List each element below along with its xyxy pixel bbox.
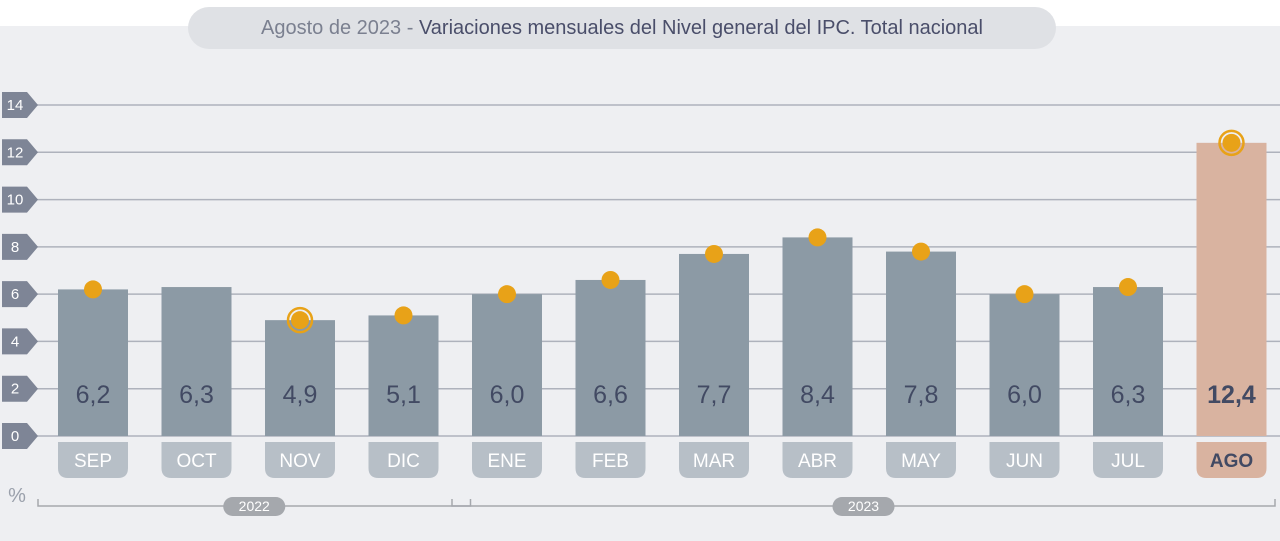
bar-value-label: 7,7 — [697, 381, 732, 409]
month-badge — [472, 442, 542, 478]
year-badge — [832, 497, 895, 516]
marker-dot — [84, 280, 102, 299]
marker-dot — [394, 306, 413, 325]
bar-value-label: 8,4 — [800, 381, 835, 409]
y-tick-label: 4 — [11, 333, 19, 350]
month-label: ABR — [798, 451, 837, 472]
month-label: MAR — [693, 451, 735, 472]
bar — [782, 237, 853, 436]
bar-value-label: 6,0 — [1007, 381, 1042, 409]
bar — [1196, 142, 1267, 437]
y-tick-badge — [2, 233, 38, 260]
month-badge — [782, 442, 853, 478]
y-tick-label: 12 — [7, 144, 24, 161]
bar — [472, 294, 542, 436]
bar-value-label: 7,8 — [904, 381, 939, 409]
y-tick-badge — [2, 328, 38, 355]
month-label: NOV — [279, 451, 321, 472]
marker-dot — [808, 228, 827, 247]
year-label: 2022 — [239, 498, 270, 514]
marker-layer — [84, 129, 1245, 334]
month-badge — [575, 442, 646, 478]
bar-value-label: 4,9 — [283, 381, 318, 409]
y-tick-label: 2 — [11, 381, 19, 398]
y-tick-label: 8 — [11, 239, 19, 256]
month-badge — [58, 442, 128, 478]
y-tick-label: 10 — [7, 192, 24, 209]
bar-value-label: 6,6 — [593, 381, 628, 409]
marker-dot — [1015, 285, 1034, 304]
y-tick-label: 0 — [11, 428, 19, 445]
bar-value-label: 12,4 — [1207, 381, 1256, 409]
y-tick-badge — [2, 139, 38, 166]
chart-title: Agosto de 2023 - Variaciones mensuales d… — [188, 7, 1056, 49]
bar-value-label: 6,2 — [76, 381, 111, 409]
month-label: JUN — [1006, 451, 1043, 472]
marker-dot — [1119, 278, 1137, 297]
marker-dot — [1222, 133, 1241, 152]
marker-dot — [291, 311, 309, 330]
month-badge — [679, 442, 749, 478]
y-tick-label: 6 — [11, 286, 19, 303]
month-badge — [886, 442, 956, 478]
month-layer: SEP OCT NOV DIC ENE FEB MAR ABR MAY JUN JUL AGO — [58, 442, 1267, 478]
bar — [989, 294, 1060, 436]
y-tick-badge — [2, 281, 38, 308]
month-badge — [1093, 442, 1163, 478]
month-label: SEP — [74, 451, 112, 472]
marker-dot — [498, 285, 516, 304]
marker-ring — [286, 306, 314, 334]
month-badge — [989, 442, 1060, 478]
marker-dot — [912, 242, 930, 261]
bar-layer: 6,2 6,3 4,9 5,1 6,0 6,6 7,7 8,4 7,8 6,0 6,3 12,4 — [58, 142, 1267, 437]
bar — [886, 251, 956, 436]
marker-dot — [601, 270, 620, 289]
year-layer: 2022 2023 — [37, 497, 1276, 516]
bar-value-label: 6,3 — [179, 381, 214, 409]
year-label: 2023 — [848, 498, 879, 514]
chart-title-text: Variaciones mensuales del Nivel general … — [418, 17, 983, 39]
bar-value-label: 6,0 — [490, 381, 525, 409]
grid-layer — [36, 104, 1280, 437]
month-label: MAY — [901, 451, 941, 472]
bar-value-label: 6,3 — [1111, 381, 1146, 409]
month-badge — [265, 442, 335, 478]
month-label: ENE — [487, 451, 526, 472]
bar — [1093, 287, 1163, 436]
y-tick-badge — [2, 186, 38, 213]
month-badge — [368, 442, 439, 478]
month-label: OCT — [176, 451, 217, 472]
bar — [679, 253, 749, 436]
marker-ring — [1218, 129, 1245, 157]
bar — [161, 287, 232, 436]
month-badge — [161, 442, 232, 478]
bar — [575, 279, 646, 436]
y-tick-badge — [2, 92, 38, 118]
y-tick-badge — [2, 423, 38, 449]
marker-dot — [705, 244, 723, 263]
month-badge — [1196, 442, 1267, 478]
month-label: JUL — [1111, 451, 1145, 472]
axis-layer: 0 2 4 6 8 10 12 14% — [2, 92, 38, 507]
y-tick-badge — [2, 375, 38, 402]
y-tick-label: 14 — [7, 97, 24, 114]
month-label: AGO — [1210, 451, 1253, 472]
bar — [265, 320, 335, 436]
month-label: FEB — [592, 451, 629, 472]
chart-subtitle-date: Agosto de 2023 — [261, 17, 402, 39]
bar-value-label: 5,1 — [386, 381, 421, 409]
title-separator: - — [401, 17, 419, 39]
month-label: DIC — [387, 451, 420, 472]
year-badge — [223, 497, 286, 516]
bar — [58, 289, 128, 436]
bar — [368, 315, 439, 436]
y-unit-label: % — [8, 485, 26, 507]
